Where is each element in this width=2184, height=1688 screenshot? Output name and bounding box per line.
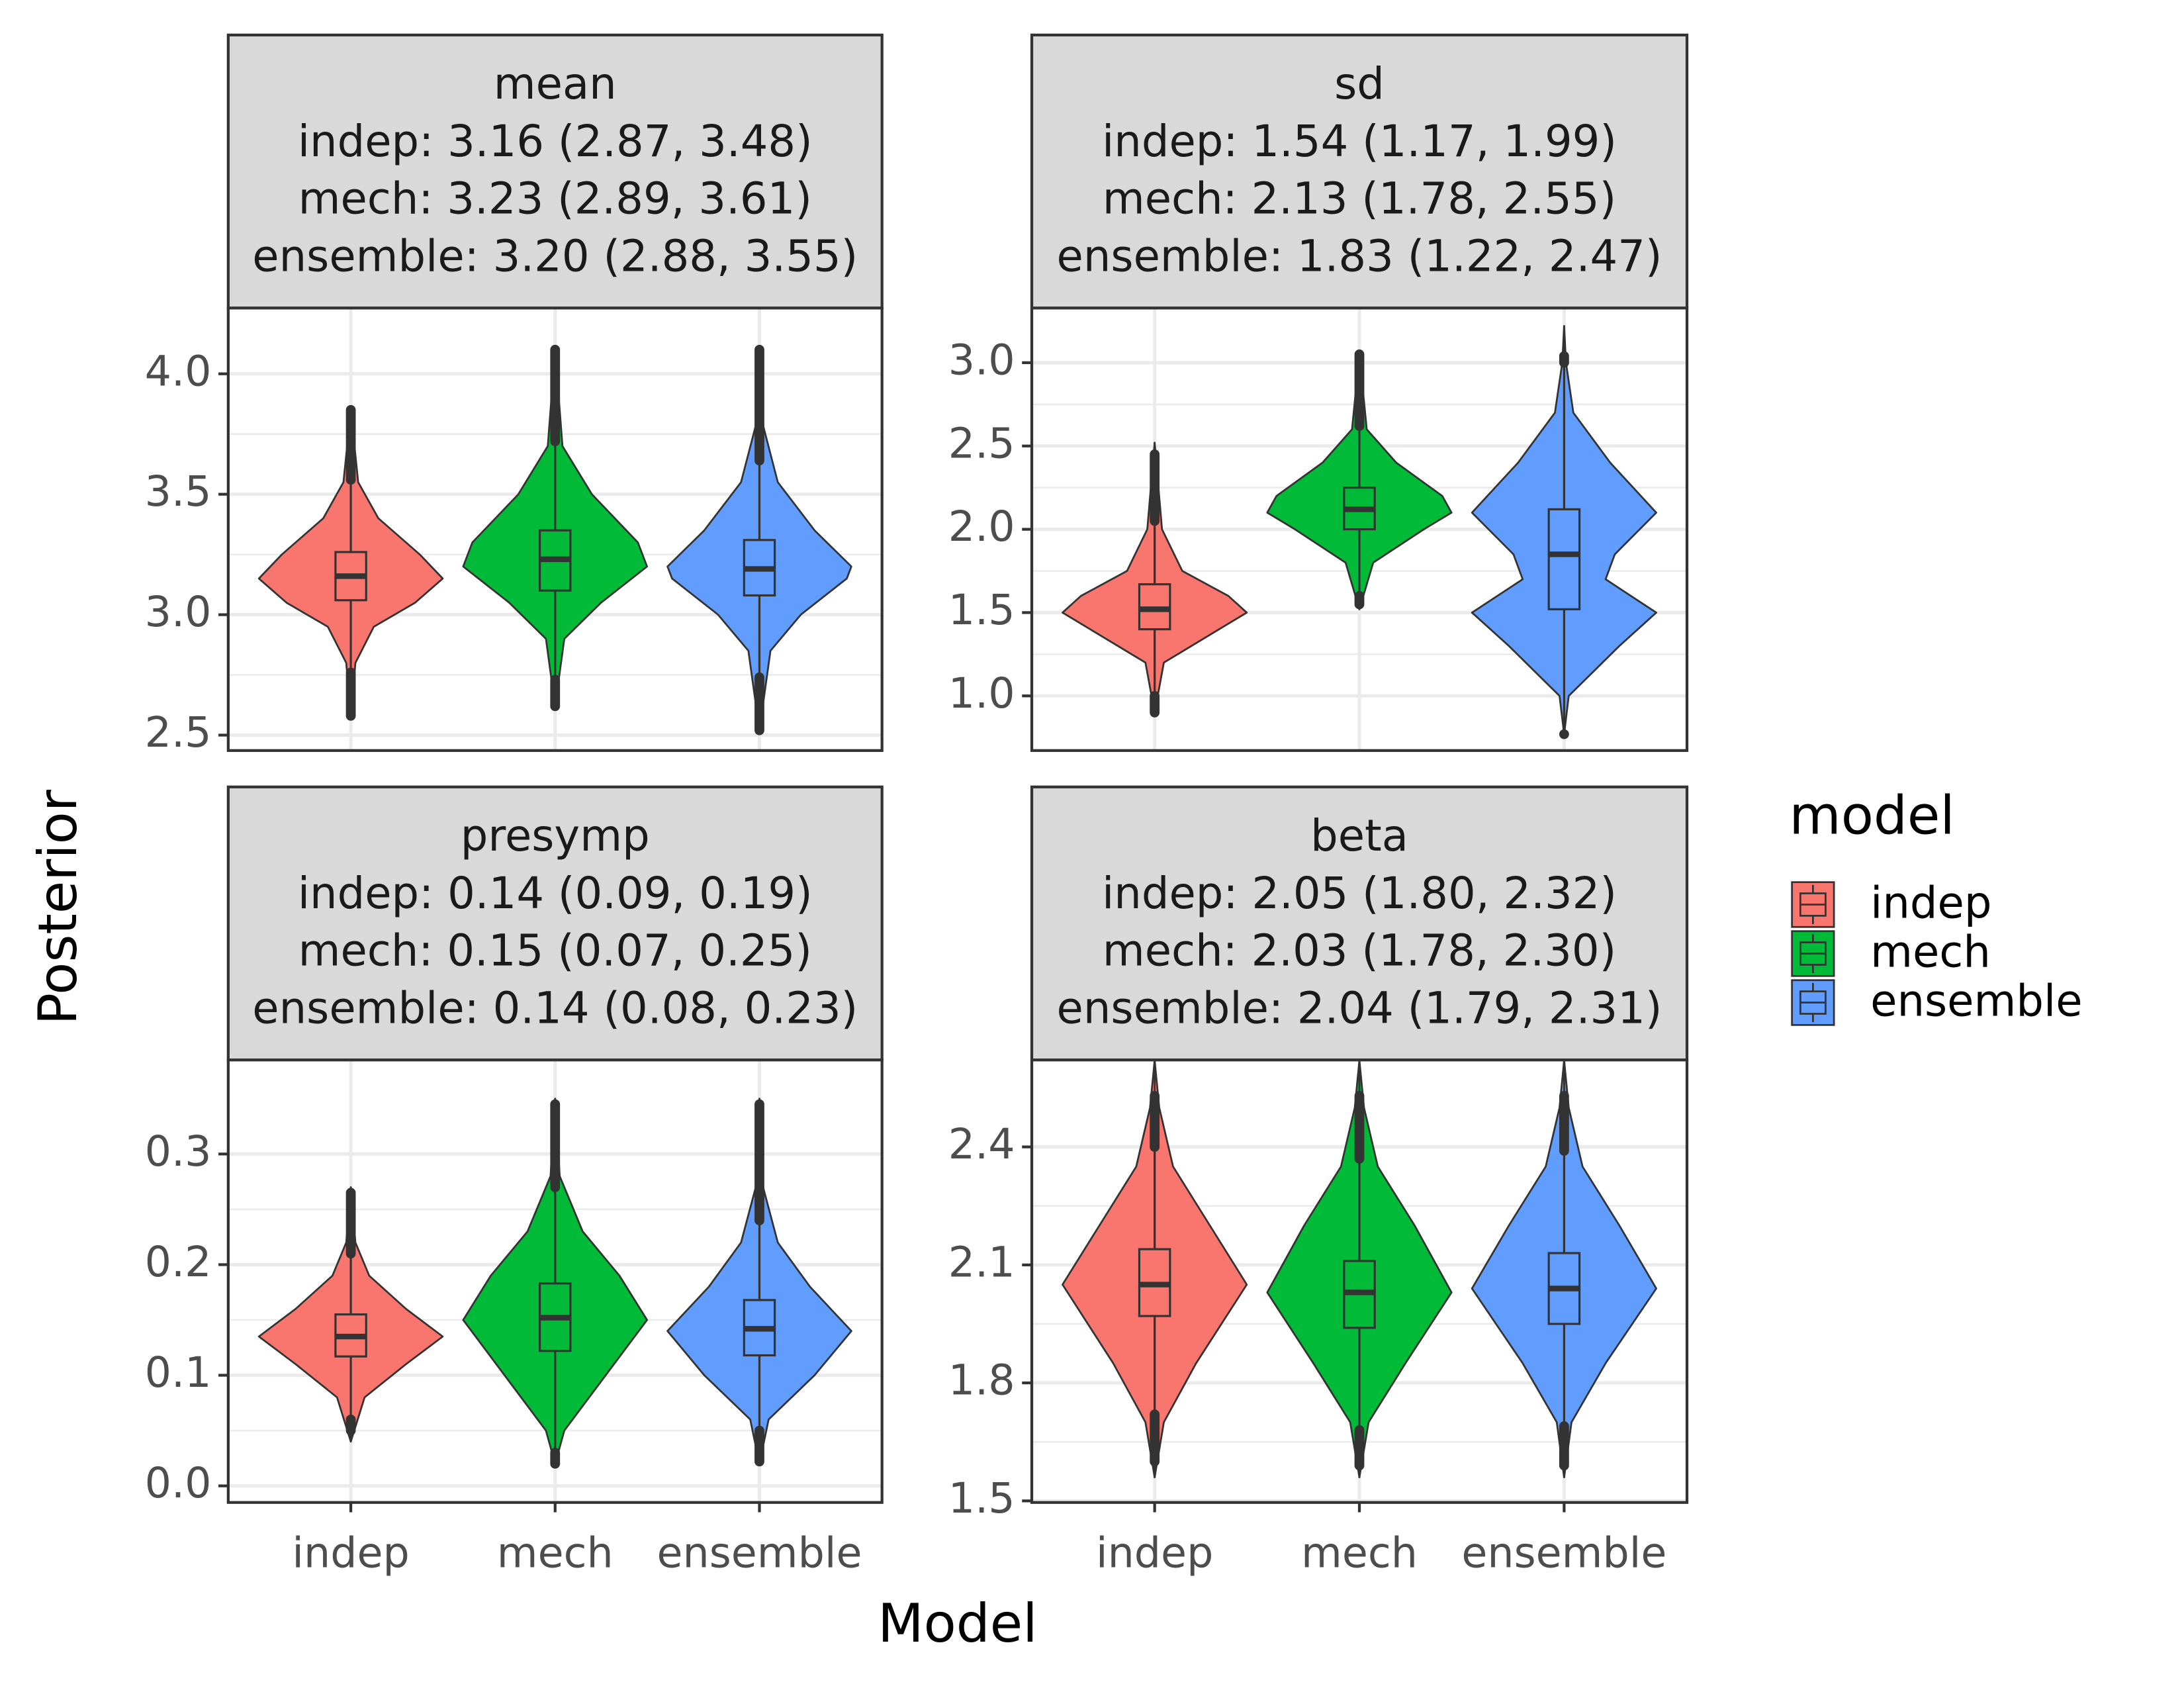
y-tick-label: 4.0: [145, 346, 212, 395]
box: [1547, 508, 1581, 610]
strip-line: mech: 0.15 (0.07, 0.25): [298, 926, 812, 976]
y-tick-label: 2.5: [145, 708, 212, 757]
strip-line: mech: 3.23 (2.89, 3.61): [298, 174, 812, 224]
strip-line: indep: 2.05 (1.80, 2.32): [1102, 868, 1617, 919]
x-tick-label: indep: [292, 1528, 409, 1577]
y-tick-label: 3.5: [145, 467, 212, 516]
y-tick-label: 0.3: [145, 1127, 212, 1176]
strip-line: indep: 0.14 (0.09, 0.19): [298, 868, 813, 919]
violin-right: [1563, 1059, 1657, 1479]
y-tick-label: 0.1: [145, 1348, 212, 1397]
panel-border: [1030, 306, 1689, 752]
strip-line: ensemble: 2.04 (1.79, 2.31): [1057, 983, 1662, 1033]
strip-title: sd: [1334, 59, 1385, 109]
strip-text: sd indep: 1.54 (1.17, 1.99) mech: 2.13 (1.…: [1057, 59, 1662, 281]
legend-label: ensemble: [1870, 976, 2082, 1027]
y-axis-title: Posterior: [26, 789, 89, 1025]
x-tick-label: mech: [1301, 1528, 1418, 1577]
strip-text: beta indep: 2.05 (1.80, 2.32) mech: 2.03 (…: [1057, 811, 1662, 1033]
y-tick-label: 2.0: [948, 502, 1015, 551]
panel-border: [226, 306, 884, 752]
strip: [1030, 785, 1689, 1062]
y-tick-label: 1.0: [948, 669, 1015, 718]
x-tick-label: ensemble: [657, 1528, 862, 1577]
y-tick-label: 3.0: [145, 587, 212, 636]
strip-title: beta: [1310, 811, 1408, 861]
x-axis-title: Model: [878, 1592, 1037, 1654]
y-tick-label: 0.2: [145, 1237, 212, 1286]
violin-right: [1358, 1059, 1453, 1479]
strip: [226, 785, 884, 1062]
violin-left: [1062, 1059, 1156, 1479]
y-tick-label: 1.5: [948, 585, 1015, 634]
y-tick-label: 2.4: [948, 1119, 1015, 1168]
y-tick-label: 2.1: [948, 1237, 1015, 1286]
strip-line: mech: 2.13 (1.78, 2.55): [1103, 174, 1616, 224]
strip-line: ensemble: 1.83 (1.22, 2.47): [1057, 231, 1662, 281]
legend-title: model: [1789, 784, 1954, 846]
strip-line: ensemble: 3.20 (2.88, 3.55): [252, 231, 858, 281]
strip-title: presymp: [461, 811, 650, 861]
legend-label: mech: [1870, 927, 1991, 978]
violin-right: [1154, 1059, 1248, 1479]
y-tick-label: 2.5: [948, 418, 1015, 467]
strip-line: ensemble: 0.14 (0.08, 0.23): [252, 983, 858, 1033]
strip-text: mean indep: 3.16 (2.87, 3.48) mech: 3.23 (…: [252, 59, 858, 281]
x-tick-label: ensemble: [1461, 1528, 1666, 1577]
violin-left: [1471, 1059, 1565, 1479]
strip-title: mean: [494, 59, 617, 109]
violin-left: [1266, 1059, 1361, 1479]
legend-label: indep: [1870, 878, 1991, 929]
y-tick-label: 0.0: [145, 1458, 212, 1507]
strip: [1030, 33, 1689, 310]
strip-line: indep: 1.54 (1.17, 1.99): [1102, 117, 1617, 167]
x-tick-label: mech: [497, 1528, 614, 1577]
x-tick-label: indep: [1096, 1528, 1213, 1577]
strip-text: presymp indep: 0.14 (0.09, 0.19) mech: 0.1…: [252, 811, 858, 1033]
y-tick-label: 1.5: [948, 1474, 1015, 1523]
strip: [226, 33, 884, 310]
y-tick-label: 3.0: [948, 335, 1015, 384]
y-tick-label: 1.8: [948, 1356, 1015, 1405]
strip-line: mech: 2.03 (1.78, 2.30): [1103, 926, 1616, 976]
strip-line: indep: 3.16 (2.87, 3.48): [298, 117, 813, 167]
